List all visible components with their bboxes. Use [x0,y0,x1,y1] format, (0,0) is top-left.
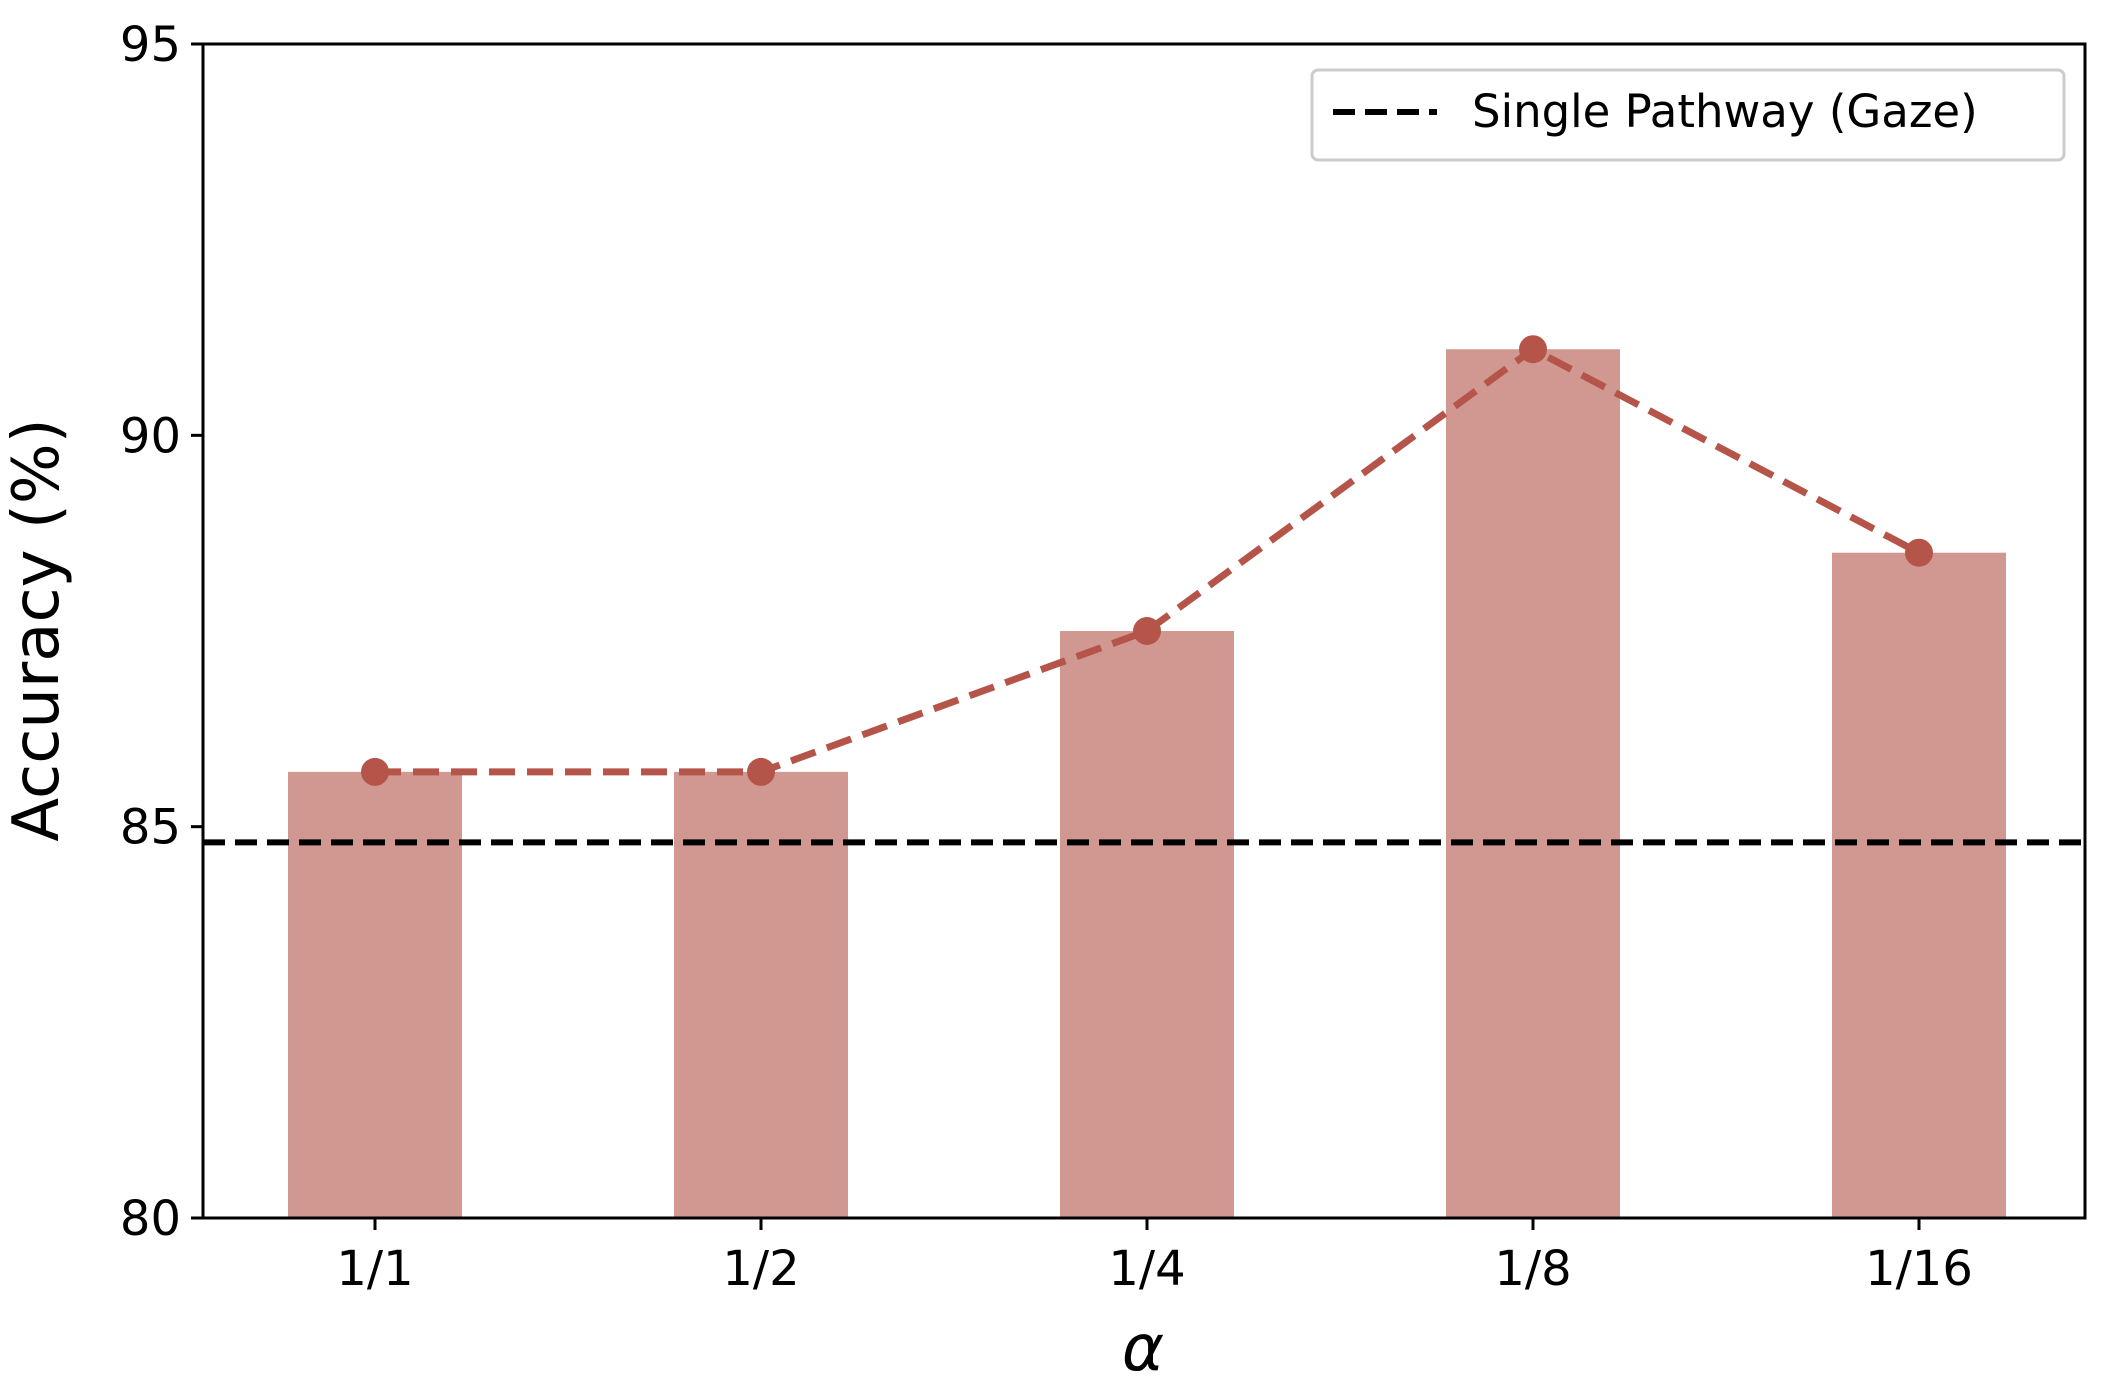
bar-3 [1446,349,1620,1218]
line-point-2 [1133,617,1161,645]
legend: Single Pathway (Gaze) [1310,68,2066,162]
bars-layer [288,349,2006,1218]
x-tick-label-0: 1/1 [336,1241,413,1297]
y-axis-label: Accuracy (%) [0,418,74,841]
bar-4 [1832,552,2006,1218]
plot-frame [201,42,2087,1220]
y-tick-label-1: 85 [120,800,181,856]
y-tick-label-3: 95 [120,17,181,73]
x-tick-label-3: 1/8 [1494,1241,1571,1297]
axes-layer [201,42,2087,1220]
x-tick-label-4: 1/16 [1865,1241,1973,1297]
line-point-4 [1905,538,1933,567]
x-axis-label: α [1122,1312,1164,1386]
x-tick-label-2: 1/4 [1108,1241,1185,1297]
line-series-layer [361,335,1933,786]
bar-1 [674,771,848,1218]
bar-2 [1060,631,1234,1218]
y-tick-label-2: 90 [120,408,181,464]
y-tick-label-0: 80 [120,1191,181,1247]
legend-label: Single Pathway (Gaze) [1472,85,1978,138]
line-point-0 [361,757,389,786]
ticks-layer: 80 85 90 95 1/1 1/2 1/4 1/8 1/16 [120,17,1973,1297]
bar-0 [288,771,462,1218]
legend-box [1310,68,2066,162]
line-point-3 [1519,335,1547,364]
x-tick-label-1: 1/2 [722,1241,799,1297]
line-series [375,345,1921,776]
line-point-1 [747,757,775,786]
